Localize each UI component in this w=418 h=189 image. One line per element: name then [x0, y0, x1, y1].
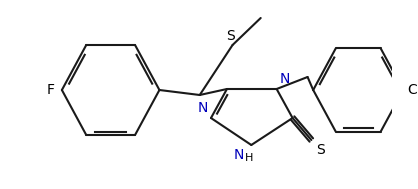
Text: N: N — [198, 101, 208, 115]
Text: H: H — [245, 153, 254, 163]
Text: Cl: Cl — [407, 83, 418, 97]
Text: S: S — [226, 29, 235, 43]
Text: F: F — [46, 83, 54, 97]
Text: N: N — [280, 72, 290, 86]
Text: N: N — [233, 148, 244, 162]
Text: S: S — [316, 143, 325, 157]
